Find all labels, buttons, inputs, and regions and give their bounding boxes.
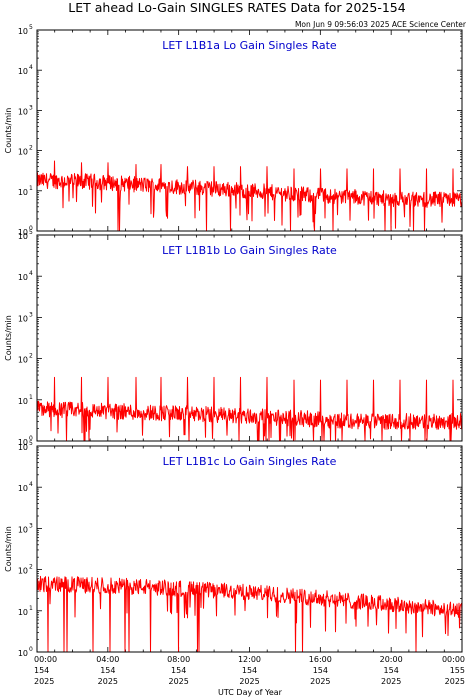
y-tick-label-exponent: 0 (29, 225, 33, 232)
y-tick-label-base: 10 (18, 484, 28, 493)
y-tick-label-exponent: 1 (29, 185, 33, 192)
x-tick-label-day: 154 (384, 666, 399, 675)
y-tick-label-base: 10 (18, 649, 28, 658)
y-axis-label: Counts/min (4, 526, 13, 572)
rate-trace (36, 575, 463, 653)
x-tick-label-time: 08:00 (167, 655, 190, 664)
x-tick-label-year: 2025 (310, 677, 330, 686)
y-tick-label-base: 10 (18, 443, 28, 452)
x-tick-label-year: 2025 (34, 677, 54, 686)
y-tick-label-base: 10 (18, 314, 28, 323)
y-tick-label-exponent: 4 (29, 64, 33, 71)
y-tick-label-base: 10 (18, 438, 28, 447)
x-tick-label-time: 00:00 (442, 655, 465, 664)
x-tick-label-year: 2025 (381, 677, 401, 686)
panel-title: LET L1B1a Lo Gain Singles Rate (162, 39, 337, 52)
y-tick-label-exponent: 2 (29, 353, 33, 360)
y-tick-label-base: 10 (18, 228, 28, 237)
x-tick-label-year: 2025 (98, 677, 118, 686)
plot-frame-overlay (36, 234, 463, 442)
x-tick-label-time: 16:00 (309, 655, 332, 664)
y-tick-label-base: 10 (18, 188, 28, 197)
y-tick-label-exponent: 1 (29, 394, 33, 401)
y-tick-label-exponent: 3 (29, 522, 33, 529)
plot-frame (36, 445, 463, 653)
y-tick-label-exponent: 2 (29, 145, 33, 152)
plot-frame-overlay (36, 29, 463, 232)
plot-frame (36, 29, 463, 232)
y-tick-label-exponent: 5 (29, 440, 33, 447)
y-tick-label-base: 10 (18, 67, 28, 76)
x-tick-label-time: 20:00 (380, 655, 403, 664)
x-tick-label-time: 12:00 (238, 655, 261, 664)
panel-title: LET L1B1c Lo Gain Singles Rate (163, 455, 337, 468)
x-tick-label-day: 154 (313, 666, 328, 675)
y-tick-label-exponent: 3 (29, 311, 33, 318)
x-tick-label-day: 155 (450, 666, 465, 675)
y-tick-label-exponent: 0 (29, 646, 33, 653)
y-tick-label-exponent: 2 (29, 564, 33, 571)
x-tick-label-time: 04:00 (96, 655, 119, 664)
y-tick-label-exponent: 0 (29, 435, 33, 442)
y-tick-label-exponent: 3 (29, 104, 33, 111)
plot-frame-overlay (36, 445, 463, 653)
panel-title: LET L1B1b Lo Gain Singles Rate (162, 244, 337, 257)
y-tick-label-base: 10 (18, 232, 28, 241)
x-tick-label-time: 00:00 (34, 655, 57, 664)
y-tick-label-exponent: 1 (29, 605, 33, 612)
x-tick-label-day: 154 (242, 666, 257, 675)
y-tick-label-exponent: 4 (29, 481, 33, 488)
figure-title: LET ahead Lo-Gain SINGLES RATES Data for… (68, 0, 405, 15)
y-tick-label-exponent: 5 (29, 24, 33, 31)
y-tick-label-base: 10 (18, 273, 28, 282)
y-axis-label: Counts/min (4, 108, 13, 154)
x-tick-label-day: 154 (100, 666, 115, 675)
y-tick-label-base: 10 (18, 567, 28, 576)
y-tick-label-exponent: 5 (29, 229, 33, 236)
y-tick-label-base: 10 (18, 397, 28, 406)
x-tick-label-year: 2025 (168, 677, 188, 686)
y-axis-label: Counts/min (4, 315, 13, 361)
y-tick-label-base: 10 (18, 525, 28, 534)
y-tick-label-base: 10 (18, 608, 28, 617)
rate-trace (36, 376, 463, 442)
y-tick-label-base: 10 (18, 27, 28, 36)
x-tick-label-year: 2025 (239, 677, 259, 686)
x-tick-label-year: 2025 (445, 677, 465, 686)
y-tick-label-base: 10 (18, 356, 28, 365)
x-tick-label-day: 154 (171, 666, 186, 675)
x-axis-title: UTC Day of Year (218, 688, 283, 697)
y-tick-label-base: 10 (18, 107, 28, 116)
rate-trace (36, 160, 463, 232)
y-tick-label-base: 10 (18, 148, 28, 157)
y-tick-label-exponent: 4 (29, 270, 33, 277)
generation-timestamp: Mon Jun 9 09:56:03 2025 ACE Science Cent… (295, 20, 467, 29)
x-tick-label-day: 154 (34, 666, 49, 675)
